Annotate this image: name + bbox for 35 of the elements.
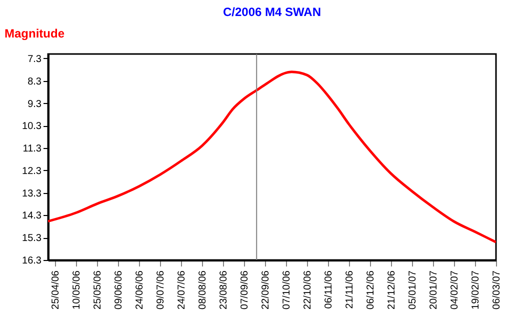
x-tick-label: 08/08/06 bbox=[198, 270, 208, 310]
x-tick-label: 21/12/06 bbox=[386, 270, 398, 310]
y-axis-title: Magnitude bbox=[4, 26, 65, 40]
x-tick-label: 10/05/06 bbox=[72, 270, 82, 310]
y-tick-label: 9.3 bbox=[28, 98, 42, 110]
line-series bbox=[48, 70, 496, 244]
x-tick-label: 05/01/07 bbox=[408, 270, 418, 310]
y-tick-label: 7.3 bbox=[28, 54, 42, 65]
x-tick-label: 07/10/06 bbox=[282, 270, 292, 310]
y-tick-label: 11.3 bbox=[22, 144, 42, 155]
x-tick-label: 09/06/06 bbox=[114, 270, 124, 310]
x-tick-label: 19/02/07 bbox=[470, 270, 482, 310]
x-tick-label: 24/06/06 bbox=[134, 270, 146, 310]
x-tick-label: 21/11/06 bbox=[344, 270, 356, 309]
x-tick-label: 07/09/06 bbox=[240, 270, 250, 310]
y-tick-label: 12.3 bbox=[22, 166, 42, 177]
y-tick-label: 15.3 bbox=[22, 233, 42, 244]
x-tick-label: 06/11/06 bbox=[324, 270, 334, 309]
y-tick-label: 14.3 bbox=[22, 210, 42, 222]
x-tick-label: 22/10/06 bbox=[302, 270, 314, 310]
y-tick-label: 8.3 bbox=[28, 76, 42, 88]
x-tick-label: 06/12/06 bbox=[366, 270, 376, 310]
x-tick-label: 09/07/06 bbox=[156, 270, 166, 310]
chart-title: C/2006 M4 SWAN bbox=[222, 5, 322, 19]
x-tick-label: 23/08/06 bbox=[218, 270, 230, 310]
x-tick-label: 06/03/07 bbox=[492, 270, 502, 310]
y-tick-label: 16.3 bbox=[22, 256, 42, 266]
x-tick-label: 24/07/06 bbox=[176, 270, 188, 310]
x-tick-label: 20/01/07 bbox=[428, 270, 440, 310]
x-tick-label: 04/02/07 bbox=[450, 270, 460, 310]
x-tick-label: 25/04/06 bbox=[50, 270, 62, 310]
x-tick-label: 22/09/06 bbox=[260, 270, 272, 310]
y-tick-label: 10.3 bbox=[22, 121, 42, 132]
x-tick-label: 25/05/06 bbox=[92, 270, 104, 310]
y-tick-label: 13.3 bbox=[22, 188, 42, 200]
